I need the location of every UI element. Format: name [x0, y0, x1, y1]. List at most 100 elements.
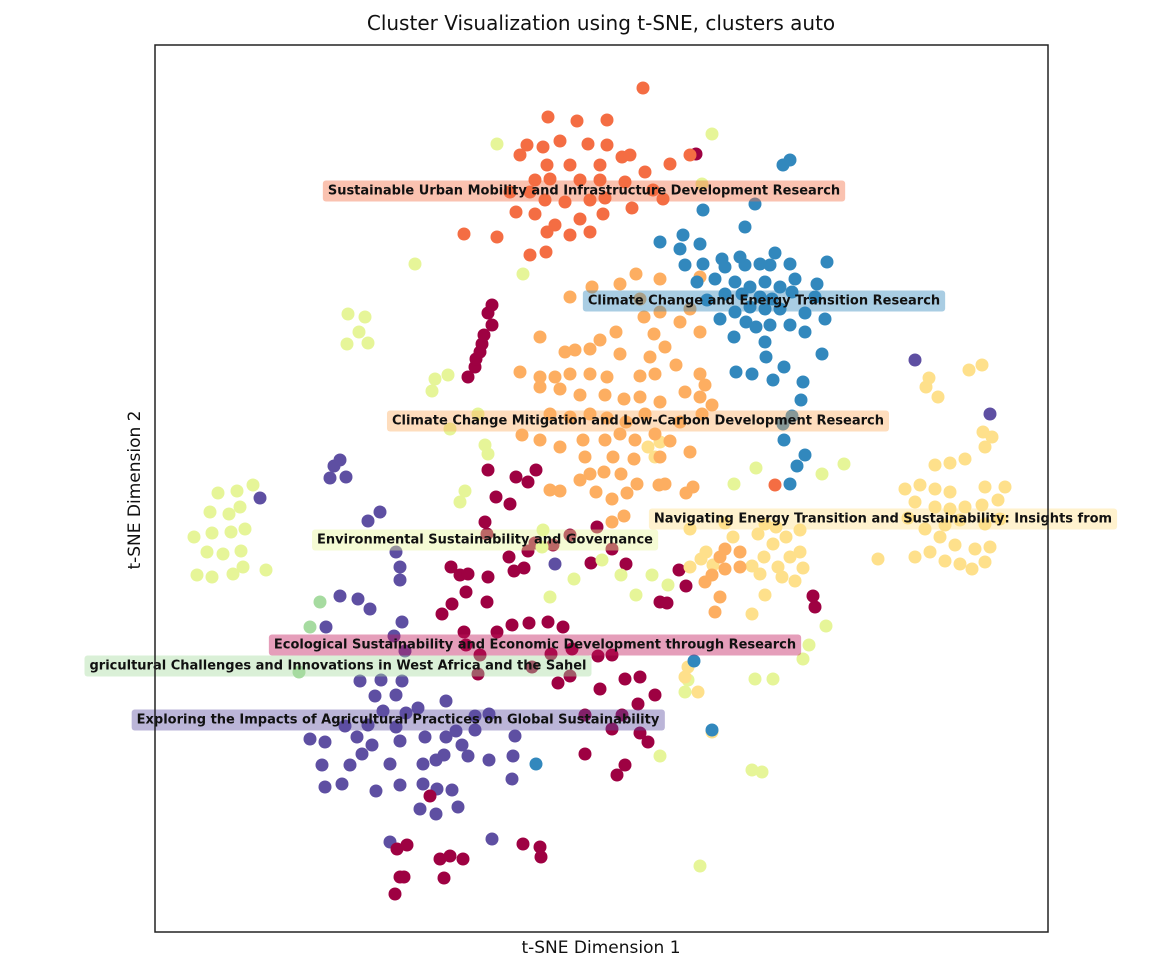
data-point [745, 559, 759, 573]
data-point [790, 459, 804, 473]
data-point [315, 758, 329, 772]
data-point [923, 545, 937, 559]
data-point [570, 114, 584, 128]
data-point [459, 585, 473, 599]
data-point [351, 592, 365, 606]
data-point [777, 360, 791, 374]
cluster-label-box [386, 410, 890, 432]
data-point [576, 433, 590, 447]
data-point [678, 258, 692, 272]
data-point [453, 495, 467, 509]
data-point [713, 590, 727, 604]
data-point [748, 197, 762, 211]
data-point [303, 620, 317, 634]
data-point [439, 694, 453, 708]
data-point [628, 433, 642, 447]
data-point [802, 638, 816, 652]
data-point [763, 258, 777, 272]
data-point [983, 540, 997, 554]
data-point [593, 333, 607, 347]
data-point [541, 615, 555, 629]
data-point [589, 485, 603, 499]
data-point [389, 688, 403, 702]
data-point [683, 445, 697, 459]
data-point [783, 257, 797, 271]
data-point [478, 438, 492, 452]
data-point [361, 514, 375, 528]
data-point [705, 398, 719, 412]
data-point [590, 520, 604, 534]
data-point [653, 395, 667, 409]
data-point [456, 852, 470, 866]
data-point [769, 520, 783, 534]
data-point [581, 137, 595, 151]
data-point [443, 849, 457, 863]
data-point [553, 134, 567, 148]
data-point [505, 618, 519, 632]
data-point [968, 542, 982, 556]
data-point [991, 493, 1005, 507]
data-point [361, 336, 375, 350]
data-point [583, 342, 597, 356]
data-point [528, 207, 542, 221]
data-point [751, 527, 765, 541]
data-point [643, 350, 657, 364]
data-point [620, 486, 634, 500]
data-point [441, 368, 455, 382]
data-point [922, 371, 936, 385]
data-point [998, 480, 1012, 494]
y-axis-label: t-SNE Dimension 2 [125, 410, 145, 569]
data-point [292, 665, 306, 679]
data-point [743, 300, 757, 314]
data-point [618, 758, 632, 772]
data-point [753, 290, 767, 304]
data-point [387, 629, 401, 643]
data-point [678, 385, 692, 399]
data-point [705, 723, 719, 737]
data-point [583, 367, 597, 381]
data-point [758, 335, 772, 349]
data-point [773, 280, 787, 294]
data-point [669, 358, 683, 372]
data-point [333, 589, 347, 603]
data-point [683, 148, 697, 162]
data-point [449, 724, 463, 738]
data-point [369, 784, 383, 798]
cluster-label-box [268, 634, 802, 656]
data-point [259, 563, 273, 577]
data-point [613, 347, 627, 361]
data-point [352, 325, 366, 339]
data-point [763, 318, 777, 332]
cluster-label-box [312, 529, 659, 551]
cluster-labels-layer: Exploring the Impacts of Agricultural Pr… [84, 180, 1118, 731]
points-layer [187, 81, 1012, 901]
data-point [468, 723, 482, 737]
data-point [733, 250, 747, 264]
data-point [516, 267, 530, 281]
data-point [693, 390, 707, 404]
data-point [490, 137, 504, 151]
data-point [480, 527, 494, 541]
data-point [653, 749, 667, 763]
data-point [598, 388, 612, 402]
data-point [558, 195, 572, 209]
cluster-label-box [131, 709, 665, 731]
data-point [672, 563, 686, 577]
data-point [536, 140, 550, 154]
data-point [775, 570, 789, 584]
data-point [529, 757, 543, 771]
data-point [230, 484, 244, 498]
data-point [238, 522, 252, 536]
cluster-label-box [648, 508, 1118, 530]
data-point [222, 507, 236, 521]
data-point [573, 173, 587, 187]
data-point [505, 772, 519, 786]
data-point [748, 672, 762, 686]
data-point [216, 547, 230, 561]
data-point [318, 735, 332, 749]
data-point [502, 550, 516, 564]
cluster-label-box [582, 290, 946, 312]
data-point [727, 477, 741, 491]
data-point [733, 560, 747, 574]
data-point [613, 277, 627, 291]
